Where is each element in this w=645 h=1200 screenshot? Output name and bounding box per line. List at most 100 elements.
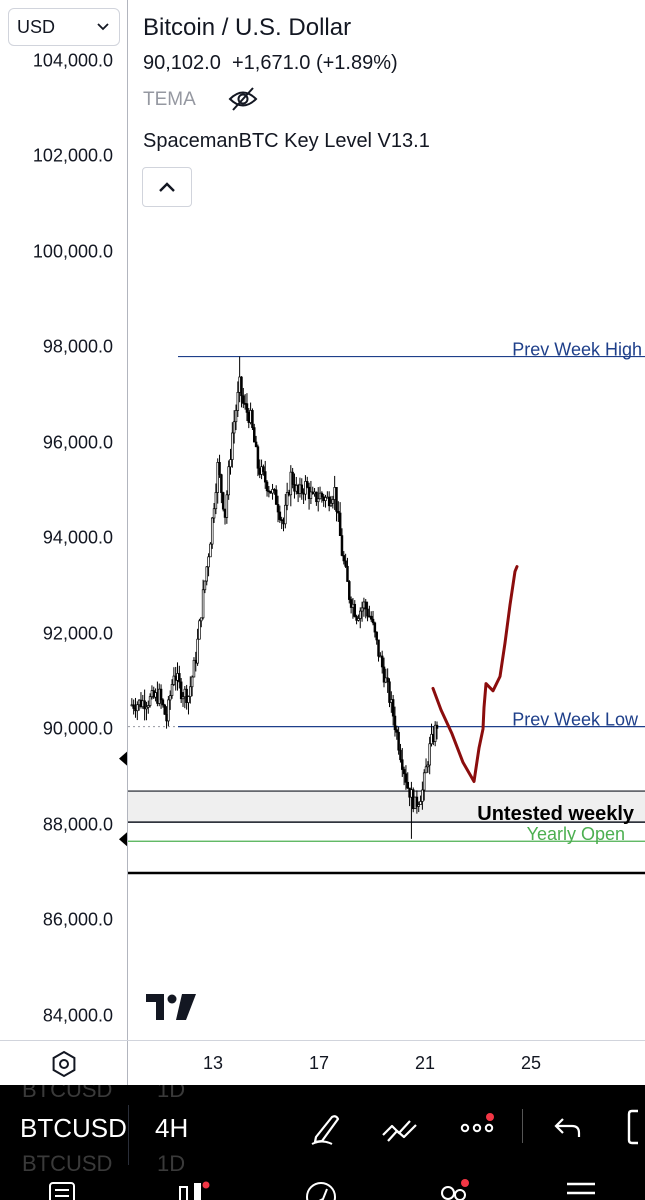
candle-down — [346, 565, 349, 582]
candle-down — [242, 395, 245, 404]
candle-up — [181, 696, 185, 700]
candle-up — [284, 504, 287, 525]
candle-up — [148, 696, 152, 706]
candle-up — [201, 589, 205, 619]
candle-down — [327, 496, 331, 507]
eye-off-icon[interactable] — [228, 86, 258, 112]
prev-week-low-label: Prev Week Low — [512, 710, 639, 730]
candle-down — [221, 492, 225, 510]
candle-down — [353, 603, 357, 617]
price-axis-label: 96,000.0 — [42, 432, 113, 452]
price-axis-label: 102,000.0 — [32, 145, 113, 166]
candle-down — [251, 410, 254, 428]
candle-up — [428, 743, 431, 766]
currency-selector[interactable]: USD — [8, 8, 120, 46]
candle-down — [349, 599, 353, 608]
symbol-button[interactable]: BTCUSD — [20, 1113, 127, 1143]
price-chart[interactable]: Untested weekly Prev Week High Prev Week L… — [0, 0, 645, 1085]
candle-down — [348, 581, 351, 600]
candle-down — [371, 618, 375, 624]
chevron-up-icon — [159, 181, 175, 192]
projection-drawing[interactable] — [431, 565, 519, 783]
candle-down — [344, 560, 347, 567]
toolbar-divider — [128, 1105, 129, 1165]
symbol-title: Bitcoin / U.S. Dollar — [143, 14, 352, 41]
candle-up — [209, 543, 212, 558]
candle-up — [225, 494, 229, 518]
candle-down — [435, 724, 439, 729]
candle-down — [388, 681, 391, 703]
price-axis-label: 104,000.0 — [32, 50, 113, 70]
candle-down — [380, 655, 384, 668]
candle-down — [369, 615, 373, 620]
candle-up — [359, 610, 362, 619]
candle-up — [147, 705, 150, 708]
candle-up — [170, 684, 174, 696]
time-axis-label: 25 — [520, 1053, 542, 1073]
candle-down — [245, 403, 249, 413]
chart-icon[interactable] — [172, 1179, 212, 1200]
candle-down — [159, 688, 163, 701]
candle-down — [179, 681, 183, 700]
bottom-toolbar: BTCUSD 1D BTCUSD 4H BTCUSD 1D — [0, 1085, 645, 1200]
candle-up — [187, 696, 190, 703]
candle-up — [168, 695, 172, 701]
candle-down — [366, 608, 369, 617]
candle-up — [167, 699, 170, 722]
price-axis-label: 94,000.0 — [42, 527, 113, 548]
menu-icon[interactable] — [564, 1179, 598, 1200]
candle-up — [227, 466, 230, 496]
candle-down — [386, 677, 389, 683]
ideas-icon[interactable] — [436, 1177, 472, 1200]
candle-down — [240, 376, 243, 397]
more-options-icon[interactable] — [458, 1111, 498, 1143]
watchlist-icon[interactable] — [46, 1179, 78, 1200]
collapse-legend-button[interactable] — [142, 167, 192, 207]
fullscreen-icon[interactable] — [626, 1107, 645, 1147]
candle-up — [419, 801, 422, 805]
tradingview-logo-icon — [146, 994, 196, 1020]
time-axis-label: 17 — [308, 1053, 330, 1073]
indicator-tema-label[interactable]: TEMA — [143, 89, 196, 110]
candle-down — [254, 441, 258, 448]
candle-down — [274, 489, 278, 505]
candle-up — [331, 499, 335, 504]
chart-settings-icon[interactable] — [50, 1050, 78, 1078]
candle-up — [433, 724, 437, 742]
candle-down — [143, 700, 146, 710]
undo-icon[interactable] — [552, 1113, 584, 1141]
candle-down — [337, 510, 340, 514]
candle-down — [402, 769, 406, 775]
candle-up — [190, 676, 194, 688]
candle-up — [360, 607, 364, 612]
indicator-keylevel-label[interactable]: SpacemanBTC Key Level V13.1 — [143, 130, 430, 152]
candle-down — [163, 704, 166, 715]
last-price: 90,102.0 — [143, 52, 221, 74]
explore-icon[interactable] — [303, 1179, 339, 1200]
candle-down — [397, 731, 400, 751]
yearly-open-label: Yearly Open — [527, 824, 625, 844]
candle-up — [285, 491, 289, 506]
timeframe-button[interactable]: 4H — [155, 1113, 189, 1143]
candle-up — [189, 686, 192, 697]
pencil-icon[interactable] — [308, 1111, 344, 1147]
candle-up — [207, 556, 210, 568]
candle-down — [377, 639, 380, 657]
candle-down — [393, 715, 397, 731]
candle-down — [218, 462, 221, 476]
candle-down — [220, 474, 223, 493]
untested-weekly-label: Untested weekly — [477, 803, 635, 825]
axis-markers — [119, 751, 127, 847]
candle-down — [399, 749, 402, 761]
candle-down — [263, 471, 267, 483]
timeframe-ghost-next: 1D — [157, 1151, 186, 1176]
trend-line-icon[interactable] — [380, 1113, 420, 1145]
price-axis-label: 88,000.0 — [42, 814, 113, 834]
candle-up — [196, 638, 199, 664]
price-axis-label: 90,000.0 — [42, 718, 113, 739]
candle-up — [309, 491, 313, 499]
candle-up — [210, 517, 214, 545]
candle-down — [185, 688, 188, 703]
toolbar-divider-right — [522, 1109, 523, 1143]
price-change: +1,671.0 (+1.89%) — [231, 52, 398, 74]
